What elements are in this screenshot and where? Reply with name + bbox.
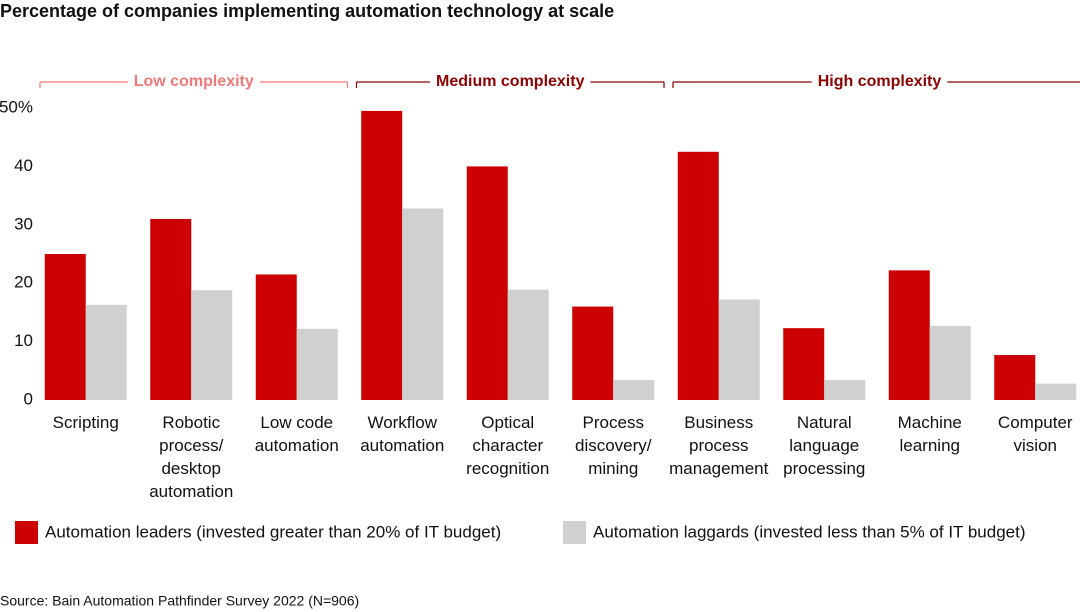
bar <box>824 380 866 400</box>
x-tick-label: Business process management <box>669 413 769 478</box>
chart-title: Percentage of companies implementing aut… <box>0 1 614 21</box>
bar <box>572 306 614 400</box>
y-tick-label: 10 <box>14 331 33 350</box>
x-tick-label: Low code automation <box>254 413 339 455</box>
y-tick-label: 30 <box>14 214 33 233</box>
source: Source: Bain Automation Pathfinder Surve… <box>0 593 359 609</box>
bar <box>85 304 127 400</box>
bar <box>255 274 297 400</box>
x-tick-label: Workflow automation <box>360 413 445 455</box>
bar <box>994 355 1036 400</box>
x-tick-label: Process discovery/ mining <box>574 413 652 478</box>
y-tick-label: 0 <box>24 389 33 408</box>
group-label: High complexity <box>818 73 942 90</box>
bar <box>296 328 338 400</box>
x-tick-label: Computer vision <box>997 413 1073 455</box>
legend-label: Automation leaders (invested greater tha… <box>45 522 501 541</box>
x-tick-label: Machine learning <box>897 413 962 455</box>
bar <box>466 166 508 400</box>
bar <box>888 270 930 400</box>
y-tick-label: 50% <box>0 97 33 116</box>
bar <box>613 380 655 400</box>
bar <box>402 208 444 400</box>
legend-swatch <box>15 521 38 544</box>
y-tick-label: 40 <box>14 156 33 175</box>
legend-swatch <box>563 521 586 544</box>
x-tick-label: Optical character recognition <box>466 413 550 478</box>
bar <box>677 151 719 400</box>
group-label: Medium complexity <box>436 73 585 90</box>
bar <box>1035 383 1077 400</box>
bar <box>361 110 403 401</box>
x-tick-label: Robotic process/ desktop automation <box>149 413 234 501</box>
bar <box>150 218 192 400</box>
y-tick-label: 20 <box>14 273 33 292</box>
x-tick-label: Natural language processing <box>783 413 866 478</box>
legend-label: Automation laggards (invested less than … <box>593 522 1026 541</box>
bar <box>191 290 233 400</box>
bar <box>718 299 760 400</box>
x-tick-label: Scripting <box>52 413 119 432</box>
bar <box>44 254 86 400</box>
bar <box>929 325 971 400</box>
bar <box>783 328 825 400</box>
group-label: Low complexity <box>134 73 254 90</box>
bar <box>507 289 549 400</box>
